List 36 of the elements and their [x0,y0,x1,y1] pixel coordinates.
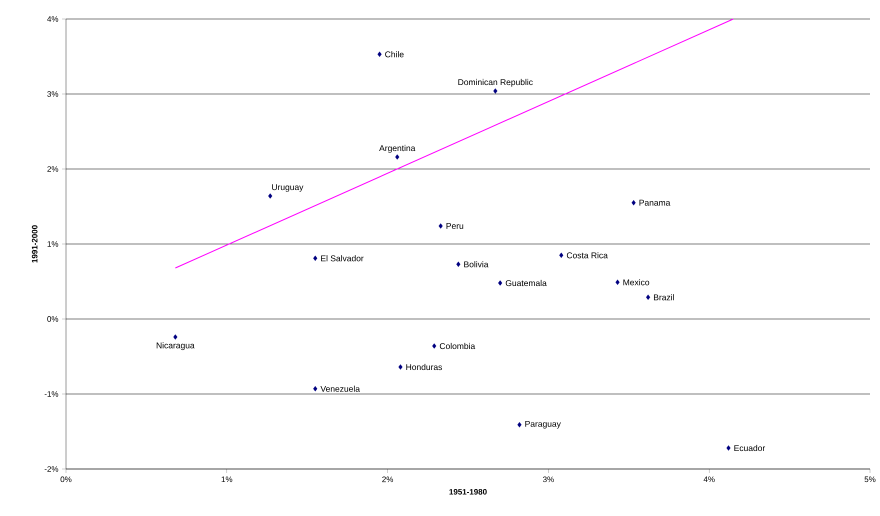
point [377,52,382,57]
annotation: El Salvador [321,255,364,262]
point [517,422,522,428]
annotation: Honduras [406,364,442,370]
annotation: Argentina [379,144,416,153]
point [313,386,318,392]
annotation: Panama [640,200,670,206]
annotation: Guatemala [506,280,547,286]
point [313,256,318,261]
point [632,200,636,206]
point [456,262,460,267]
annotation: Dominican Republic [458,78,533,87]
point [726,445,731,451]
point [173,334,178,340]
annotation: Colombia [440,342,476,350]
point [268,193,272,199]
point [438,223,443,229]
annotation: Brazil [654,294,674,300]
point [398,364,403,370]
annotation: Uruguay [272,184,304,192]
annotation: Paraguay [525,420,561,429]
point [646,294,650,300]
annotation: Ecuador [734,444,766,452]
point [493,88,498,94]
point [395,154,400,160]
annotation: Nicaragua [156,342,195,350]
point [432,343,436,349]
point [498,280,502,286]
annotation: Mexico [623,279,650,286]
point [559,252,564,258]
annotation: Chile [385,51,404,58]
point [615,280,620,285]
annotation: Venezuela [320,386,360,392]
annotation: Bolivia [464,261,488,268]
annotation: Peru [446,223,464,229]
annotation: Costa Rica [566,252,608,258]
